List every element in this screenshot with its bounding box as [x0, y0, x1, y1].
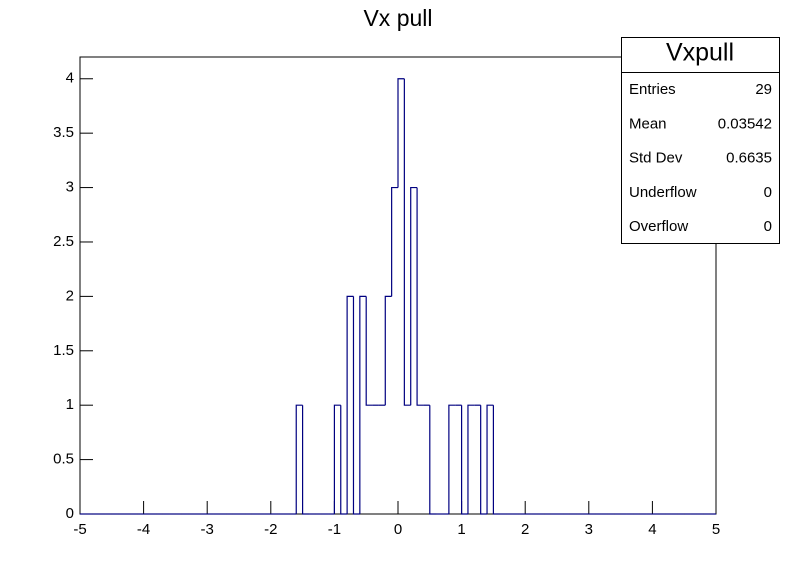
x-tick-label: -5	[73, 521, 86, 538]
x-tick-label: 3	[585, 521, 593, 538]
histogram-bin	[403, 78, 411, 406]
histogram-bin	[295, 404, 303, 514]
stats-value: 0.03542	[718, 115, 772, 132]
histogram-bin	[391, 186, 398, 297]
stats-label: Std Dev	[629, 150, 683, 167]
x-tick-label: 1	[457, 521, 465, 538]
x-tick-label: 4	[648, 521, 656, 538]
y-tick-label: 0.5	[53, 451, 74, 468]
stats-value: 0	[764, 218, 772, 235]
stats-label: Mean	[629, 115, 667, 132]
x-tick-label: -1	[328, 521, 341, 538]
y-tick-label: 0	[66, 505, 74, 522]
y-tick-label: 3.5	[53, 124, 74, 141]
stats-label: Underflow	[629, 184, 697, 201]
histogram-bin	[384, 295, 392, 406]
histogram-bin	[333, 404, 341, 514]
histogram-bin	[352, 296, 360, 515]
stats-value: 0	[764, 184, 772, 201]
x-tick-label: -3	[201, 521, 214, 538]
y-tick-label: 4	[66, 70, 74, 87]
y-tick-label: 1.5	[53, 342, 74, 359]
histogram-bin	[416, 187, 424, 406]
y-tick-label: 3	[66, 179, 74, 196]
histogram-bin	[467, 404, 475, 514]
stats-box: Vxpull Entries 29 Mean 0.03542 Std Dev 0.6635…	[621, 37, 780, 244]
histogram-bin	[359, 295, 367, 514]
histogram-bin	[448, 404, 456, 514]
stats-label: Overflow	[629, 218, 688, 235]
histogram-bin	[480, 405, 488, 515]
y-tick-label: 1	[66, 396, 74, 413]
stats-frame	[621, 37, 780, 244]
histogram-bin	[302, 405, 309, 515]
y-tick-label: 2	[66, 287, 74, 304]
stats-label: Entries	[629, 81, 676, 98]
x-tick-label: -2	[264, 521, 277, 538]
y-tick-label: 2.5	[53, 233, 74, 250]
x-tick-label: 2	[521, 521, 529, 538]
x-tick-label: 0	[394, 521, 402, 538]
histogram-bin	[365, 296, 373, 406]
x-tick-label: 5	[712, 521, 720, 538]
histogram-bin	[346, 295, 354, 514]
stats-value: 29	[755, 81, 772, 98]
histogram-bin	[410, 186, 418, 406]
histogram-bin	[486, 404, 494, 514]
histogram-bin	[461, 405, 468, 515]
histogram-bin	[340, 405, 348, 515]
histogram-bin	[429, 405, 437, 515]
x-tick-label: -4	[137, 521, 150, 538]
chart-title: Vx pull	[363, 5, 432, 31]
stats-title: Vxpull	[666, 39, 734, 67]
histogram-bin	[397, 78, 405, 188]
histogram-bin	[492, 405, 500, 515]
stats-value: 0.6635	[726, 150, 772, 167]
